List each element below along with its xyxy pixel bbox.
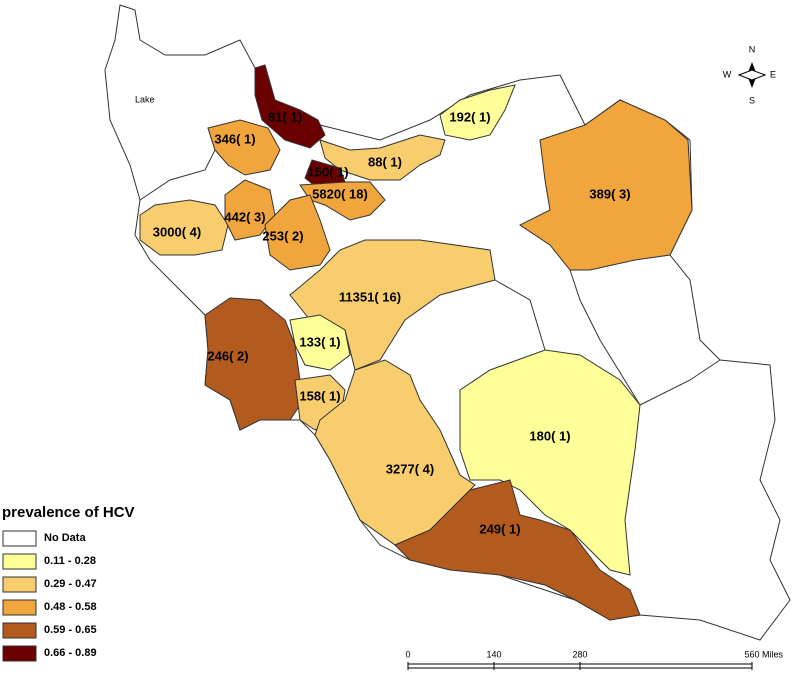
- province: [139, 199, 229, 256]
- province-label: 150( 1): [307, 164, 348, 179]
- legend-label: 0.59 - 0.65: [44, 624, 97, 636]
- province-label: 253( 2): [262, 228, 303, 243]
- province: [314, 359, 476, 546]
- compass: N E S W: [723, 44, 776, 105]
- legend-swatch: [2, 553, 37, 570]
- province-border: [494, 279, 546, 351]
- province-label: 11351( 16): [339, 289, 401, 304]
- province-label: 246( 2): [207, 348, 248, 363]
- scale-label: 280: [572, 649, 587, 659]
- province-label: 442( 3): [224, 209, 265, 224]
- legend-swatch: [2, 645, 37, 662]
- legend-label: 0.48 - 0.58: [44, 601, 97, 613]
- legend-label: 0.66 - 0.89: [44, 647, 97, 659]
- province: [207, 119, 281, 176]
- scale-label: 560: [744, 649, 759, 659]
- legend-label: 0.11 - 0.28: [44, 555, 96, 567]
- province: [394, 479, 641, 621]
- province-label: 81( 1): [268, 109, 302, 124]
- province-label: 133( 1): [299, 334, 340, 349]
- province-label: 5820( 18): [312, 186, 368, 201]
- province-label: 180( 1): [529, 428, 570, 443]
- compass-s: S: [749, 95, 755, 105]
- legend-swatch: [2, 622, 37, 639]
- province-label: 3000( 4): [153, 224, 201, 239]
- legend-swatch: [2, 530, 37, 547]
- legend-swatch: [2, 576, 37, 593]
- province: [204, 297, 301, 431]
- province: [459, 349, 641, 576]
- scale-unit: Miles: [762, 649, 784, 659]
- province-label: 158( 1): [299, 388, 340, 403]
- compass-needle: [737, 69, 767, 81]
- compass-e: E: [770, 69, 776, 79]
- province-border: [569, 269, 641, 406]
- province-border: [639, 359, 721, 406]
- compass-n: N: [749, 44, 756, 54]
- province-label: 88( 1): [368, 154, 402, 169]
- province: [299, 181, 386, 221]
- legend-label: 0.29 - 0.47: [44, 578, 97, 590]
- province: [519, 99, 693, 271]
- province-label: 3277( 4): [386, 461, 434, 476]
- legend-label: No Data: [44, 532, 86, 544]
- province-label: 249( 1): [479, 521, 520, 536]
- lake-label: Lake: [135, 94, 155, 104]
- scale-label: 0: [405, 649, 410, 659]
- province: [264, 194, 331, 271]
- province-label: 346( 1): [214, 131, 255, 146]
- province-label: 389( 3): [589, 186, 630, 201]
- province-label: 192( 1): [449, 109, 490, 124]
- legend-swatch: [2, 599, 37, 616]
- compass-w: W: [723, 69, 732, 79]
- province: [439, 84, 516, 141]
- province: [289, 314, 351, 371]
- legend-title: prevalence of HCV: [2, 504, 135, 521]
- province: [254, 64, 326, 149]
- scale-label: 140: [486, 649, 501, 659]
